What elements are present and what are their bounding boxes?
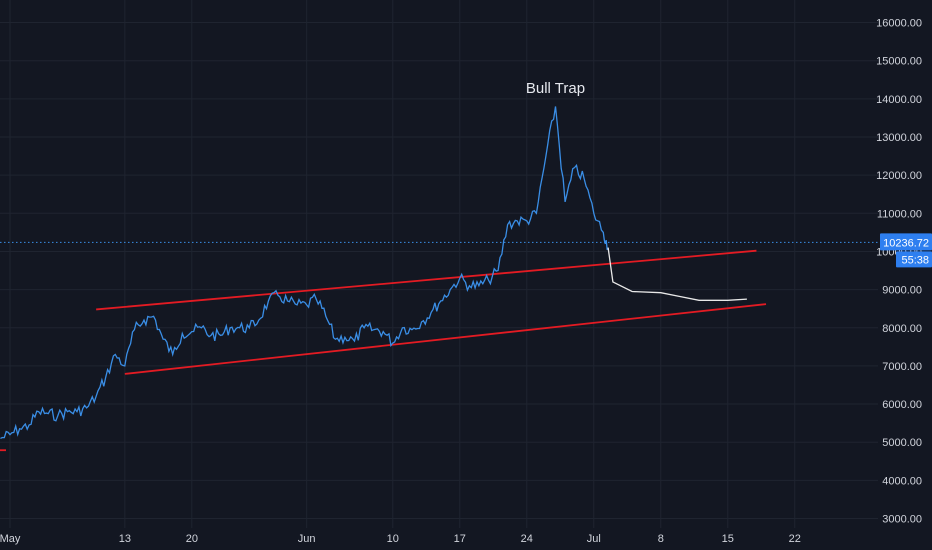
y-tick-label: 11000.00 xyxy=(877,208,922,220)
y-tick-label: 9000.00 xyxy=(882,285,922,297)
projection-series xyxy=(607,247,747,301)
channel-line xyxy=(96,249,757,311)
y-axis: 3000.00 4000.00 5000.00 6000.00 7000.00 8000.… xyxy=(876,18,922,526)
price-series xyxy=(0,106,609,439)
y-tick-label: 14000.00 xyxy=(876,94,922,106)
last-price-label: 10236.72 xyxy=(883,237,929,249)
y-tick-label: 12000.00 xyxy=(876,170,922,182)
y-tick-label: 15000.00 xyxy=(876,56,922,68)
y-tick-label: 13000.00 xyxy=(876,132,922,144)
x-tick-label: 8 xyxy=(658,533,664,545)
channel-lines xyxy=(0,249,767,452)
x-tick-label: 20 xyxy=(186,533,198,545)
y-tick-label: 3000.00 xyxy=(882,514,922,526)
annotation-bull-trap: Bull Trap xyxy=(526,80,585,97)
y-tick-label: 5000.00 xyxy=(882,437,922,449)
countdown-badge xyxy=(896,251,932,268)
x-tick-label: 13 xyxy=(119,533,131,545)
last-price-badge xyxy=(880,233,932,251)
grid xyxy=(0,0,878,528)
x-tick-label: 22 xyxy=(789,533,801,545)
channel-line xyxy=(124,303,767,375)
x-tick-label: 15 xyxy=(722,533,734,545)
series xyxy=(0,106,747,439)
x-tick-label: 10 xyxy=(387,533,399,545)
x-tick-label: Jul xyxy=(587,533,601,545)
x-tick-label: May xyxy=(0,533,21,545)
y-tick-label: 6000.00 xyxy=(882,399,922,411)
y-tick-label: 7000.00 xyxy=(882,361,922,373)
y-tick-label: 8000.00 xyxy=(882,323,922,335)
y-tick-label: 16000.00 xyxy=(876,18,922,30)
x-tick-label: Jun xyxy=(298,533,316,545)
x-tick-label: 17 xyxy=(454,533,466,545)
x-tick-label: 24 xyxy=(521,533,533,545)
countdown-label: 55:38 xyxy=(901,254,929,266)
y-tick-label: 4000.00 xyxy=(882,475,922,487)
last-price: 10236.72 55:38 xyxy=(0,233,932,268)
x-axis: May 13 20 Jun 10 17 24 Jul 8 15 22 xyxy=(0,533,801,545)
